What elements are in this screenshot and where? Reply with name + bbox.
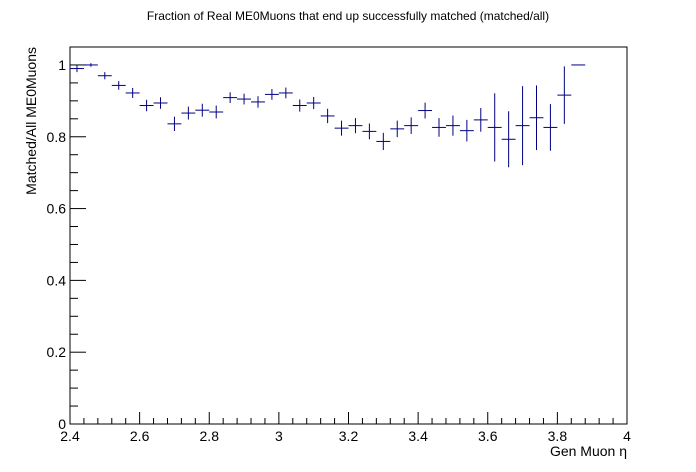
y-tick-label: 0.6 bbox=[47, 201, 67, 217]
data-point bbox=[70, 64, 84, 73]
data-point bbox=[543, 104, 558, 151]
x-tick-label: 4 bbox=[623, 428, 631, 444]
data-series bbox=[70, 63, 586, 168]
y-tick-label: 0.2 bbox=[47, 344, 67, 360]
x-tick-label: 2.4 bbox=[60, 428, 80, 444]
data-point bbox=[83, 63, 98, 67]
data-point bbox=[404, 117, 419, 134]
data-point bbox=[97, 72, 112, 80]
x-tick-label: 2.6 bbox=[130, 428, 150, 444]
data-point bbox=[445, 115, 460, 136]
y-tick-label: 0.8 bbox=[47, 129, 67, 145]
y-axis-label: Matched/All ME0Muons bbox=[23, 47, 39, 195]
y-tick-label: 1 bbox=[58, 57, 66, 73]
data-point bbox=[362, 123, 377, 140]
data-point bbox=[278, 87, 293, 99]
chart-title: Fraction of Real ME0Muons that end up su… bbox=[147, 9, 549, 23]
data-point bbox=[348, 118, 363, 134]
data-point bbox=[529, 85, 544, 151]
x-axis: 2.4 2.6 2.8 3 3.2 3.4 3.6 3.8 4 bbox=[60, 412, 631, 444]
data-point bbox=[306, 96, 321, 110]
x-tick-label: 3.2 bbox=[339, 428, 359, 444]
x-tick-label: 3 bbox=[275, 428, 283, 444]
data-point bbox=[167, 116, 182, 132]
data-point bbox=[487, 93, 502, 162]
data-point bbox=[515, 86, 530, 166]
data-point bbox=[251, 96, 265, 108]
data-point bbox=[292, 99, 307, 112]
data-point bbox=[209, 105, 224, 119]
data-point bbox=[473, 108, 488, 132]
x-tick-label: 3.4 bbox=[408, 428, 428, 444]
x-tick-label: 2.8 bbox=[200, 428, 220, 444]
data-point bbox=[125, 87, 140, 98]
y-tick-label: 0 bbox=[58, 416, 66, 432]
data-point bbox=[390, 120, 405, 138]
data-point bbox=[501, 111, 516, 168]
x-axis-label: Gen Muon η bbox=[550, 443, 627, 459]
y-tick-label: 0.4 bbox=[47, 272, 67, 288]
data-point bbox=[195, 103, 210, 117]
x-tick-label: 3.8 bbox=[548, 428, 568, 444]
data-point bbox=[459, 119, 474, 142]
data-point bbox=[153, 97, 168, 109]
data-point bbox=[376, 132, 391, 151]
data-point bbox=[432, 118, 446, 137]
data-point bbox=[237, 93, 252, 105]
data-point bbox=[264, 89, 279, 100]
data-point bbox=[181, 106, 196, 120]
data-point bbox=[418, 102, 433, 119]
data-point bbox=[334, 120, 349, 136]
data-point bbox=[139, 99, 154, 112]
y-axis: 0 0.2 0.4 0.6 0.8 1 bbox=[47, 46, 86, 432]
x-tick-label: 3.6 bbox=[478, 428, 498, 444]
data-point bbox=[111, 81, 126, 90]
frame bbox=[69, 46, 628, 425]
data-point bbox=[320, 108, 335, 124]
data-point bbox=[223, 92, 238, 104]
data-point bbox=[557, 66, 572, 124]
